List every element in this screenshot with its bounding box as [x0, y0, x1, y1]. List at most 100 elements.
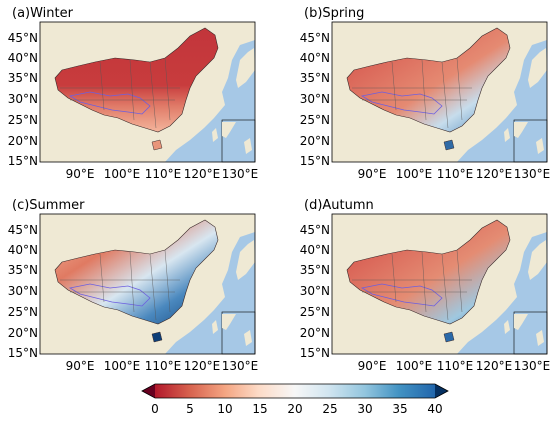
hainan	[443, 331, 455, 343]
lat-tick: 35°N	[8, 263, 38, 277]
plateau-boundary	[68, 283, 151, 307]
lat-tick: 25°N	[8, 305, 38, 319]
colorbar-max-extend	[435, 384, 448, 398]
lat-tick: 20°N	[8, 326, 38, 340]
lat-tick: 35°N	[8, 71, 38, 85]
lat-tick: 40°N	[300, 51, 330, 65]
lat-tick: 45°N	[300, 223, 330, 237]
panel-title: (b)Spring	[304, 6, 364, 21]
lon-tick: 120°E	[184, 167, 221, 181]
lat-tick: 30°N	[300, 284, 330, 298]
lon-tick: 130°E	[222, 359, 259, 373]
plateau-boundary	[360, 283, 443, 307]
hainan	[151, 139, 163, 151]
lon-axis: 90°E 100°E 110°E 120°E 130°E	[66, 359, 259, 373]
lon-tick: 130°E	[222, 167, 259, 181]
lon-tick: 100°E	[104, 359, 141, 373]
colorbar-tick: 40	[427, 402, 442, 416]
colorbar-tick: 25	[322, 402, 337, 416]
lat-tick: 20°N	[300, 326, 330, 340]
lon-tick: 90°E	[66, 167, 95, 181]
panel-autumn: (d)Autumn 45°N 40°N 35°N 30°N 25°N 20°N …	[300, 198, 550, 373]
lon-tick: 110°E	[437, 359, 474, 373]
panel-spring: (b)Spring 45°N 40°N 35°N 30°N 25°N 20°N …	[300, 6, 550, 181]
plateau-boundary	[68, 91, 151, 115]
japan	[236, 48, 255, 88]
panel-winter: (a)Winter 45°N 40°N 35°N 30°N 25°N 20°N …	[8, 6, 259, 181]
lat-tick: 20°N	[300, 134, 330, 148]
inset-map	[221, 119, 256, 163]
panel-title: (a)Winter	[12, 6, 74, 21]
lat-tick: 30°N	[8, 284, 38, 298]
colorbar-tick: 35	[392, 402, 407, 416]
lat-tick: 45°N	[8, 31, 38, 45]
lon-tick: 110°E	[145, 167, 182, 181]
lat-axis: 45°N 40°N 35°N 30°N 25°N 20°N 15°N	[8, 31, 38, 168]
lon-tick: 90°E	[358, 167, 387, 181]
colorbar-tick: 20	[287, 402, 302, 416]
lat-axis: 45°N 40°N 35°N 30°N 25°N 20°N 15°N	[300, 223, 330, 360]
lat-tick: 35°N	[300, 263, 330, 277]
inset-map	[513, 119, 548, 163]
lat-tick: 30°N	[8, 92, 38, 106]
lat-axis: 45°N 40°N 35°N 30°N 25°N 20°N 15°N	[8, 223, 38, 360]
lat-tick: 15°N	[300, 154, 330, 168]
colorbar-tick: 10	[217, 402, 232, 416]
lat-tick: 30°N	[300, 92, 330, 106]
lon-tick: 120°E	[476, 359, 513, 373]
lon-tick: 90°E	[66, 359, 95, 373]
lon-axis: 90°E 100°E 110°E 120°E 130°E	[358, 167, 550, 181]
lat-tick: 25°N	[300, 305, 330, 319]
province-lines	[60, 57, 180, 129]
lat-tick: 35°N	[300, 71, 330, 85]
panel-summer: (c)Summer 45°N 40°N 35°N 30°N 25°N 20°N …	[8, 198, 259, 373]
province-lines	[60, 249, 180, 321]
plateau-boundary	[360, 91, 443, 115]
colorbar: 0 5 10 15 20 25 30 35 40	[141, 383, 449, 416]
map-frame	[39, 213, 256, 355]
panel-title: (d)Autumn	[304, 198, 374, 213]
lat-tick: 40°N	[8, 51, 38, 65]
colorbar-tick: 0	[151, 402, 159, 416]
lon-tick: 110°E	[145, 359, 182, 373]
lat-tick: 20°N	[8, 134, 38, 148]
lat-axis: 45°N 40°N 35°N 30°N 25°N 20°N 15°N	[300, 31, 330, 168]
taiwan	[504, 128, 510, 142]
lat-tick: 40°N	[300, 243, 330, 257]
lon-tick: 100°E	[396, 359, 433, 373]
lat-tick: 15°N	[300, 346, 330, 360]
taiwan	[504, 320, 510, 334]
inset-map	[221, 311, 256, 355]
lon-tick: 130°E	[514, 167, 550, 181]
lon-tick: 100°E	[104, 167, 141, 181]
province-lines	[352, 57, 472, 129]
map-frame	[39, 21, 256, 163]
lon-tick: 90°E	[358, 359, 387, 373]
japan	[236, 240, 255, 280]
lon-axis: 90°E 100°E 110°E 120°E 130°E	[358, 359, 550, 373]
map-frame	[331, 213, 548, 355]
lon-tick: 120°E	[184, 359, 221, 373]
colorbar-tick: 30	[357, 402, 372, 416]
hainan	[151, 331, 163, 343]
lat-tick: 25°N	[8, 113, 38, 127]
hainan	[443, 139, 455, 151]
colorbar-min-extend	[142, 384, 155, 398]
colorbar-tick: 5	[186, 402, 194, 416]
taiwan	[212, 128, 218, 142]
colorbar-bar	[155, 384, 435, 398]
lat-tick: 15°N	[8, 154, 38, 168]
inset-map	[513, 311, 548, 355]
lon-tick: 130°E	[514, 359, 550, 373]
lat-tick: 15°N	[8, 346, 38, 360]
lon-axis: 90°E 100°E 110°E 120°E 130°E	[66, 167, 259, 181]
colorbar-ticks: 0 5 10 15 20 25 30 35 40	[151, 402, 442, 416]
lon-tick: 120°E	[476, 167, 513, 181]
lat-tick: 25°N	[300, 113, 330, 127]
province-lines	[352, 249, 472, 321]
panel-title: (c)Summer	[12, 198, 85, 213]
map-frame	[331, 21, 548, 163]
japan	[528, 240, 547, 280]
lat-tick: 45°N	[300, 31, 330, 45]
